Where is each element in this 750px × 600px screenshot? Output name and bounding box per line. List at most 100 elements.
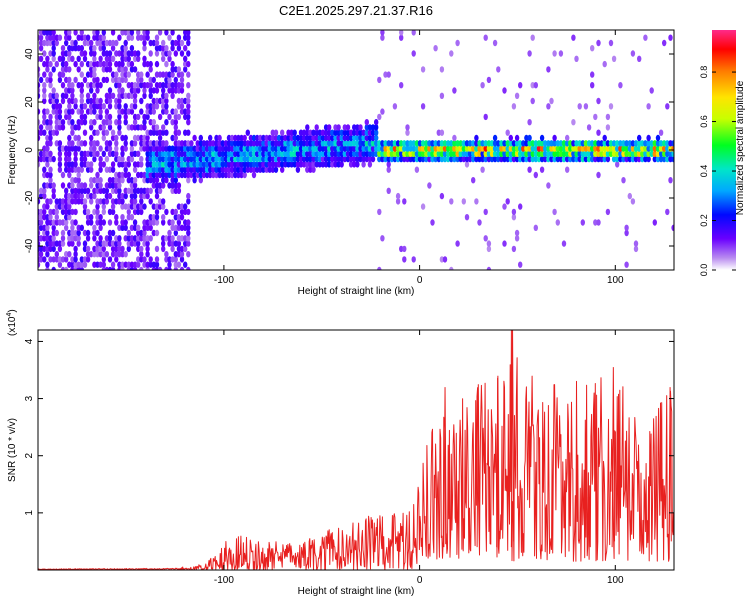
spectrogram-cell: [54, 124, 59, 131]
spectrogram-cell: [389, 145, 394, 152]
spectrogram-cell: [186, 229, 191, 237]
spectrogram-cell: [89, 219, 94, 226]
spectrogram-cell: [107, 97, 113, 105]
spectrogram-cell: [352, 155, 357, 163]
spectrogram-cell: [524, 150, 529, 157]
spectrogram-cell: [358, 129, 363, 136]
spectrogram-cell: [530, 97, 535, 105]
spectrogram-cell: [289, 150, 294, 157]
spectrogram-cell: [630, 145, 636, 152]
spectrogram-cell: [126, 155, 131, 163]
spectrogram-cell: [117, 198, 122, 205]
spectrogram-cell: [245, 150, 250, 157]
spectrogram-cell: [117, 245, 122, 253]
spectrogram-cell: [176, 235, 182, 242]
spectrogram-cell: [51, 92, 56, 100]
spectrogram-cell: [45, 240, 50, 247]
spectrogram-cell: [45, 224, 50, 231]
spectrogram-cell: [430, 150, 435, 157]
spectrogram-cell: [511, 145, 517, 152]
spectrogram-cell: [483, 155, 488, 163]
spectrogram-cell: [521, 155, 526, 163]
spectrogram-cell: [101, 161, 107, 168]
spectrogram-cell: [627, 140, 632, 147]
spectrogram-cell: [82, 198, 88, 205]
spectrogram-cell: [308, 129, 313, 136]
spectrogram-cell: [186, 240, 191, 247]
spectrogram-cell: [76, 224, 81, 231]
spectrogram-cell: [637, 140, 642, 147]
spectrogram-cell: [161, 39, 166, 47]
spectrogram-cell: [270, 161, 275, 168]
spectrogram-cell: [649, 150, 654, 157]
spectrogram-cell: [389, 155, 394, 163]
spectrogram-cell: [45, 266, 50, 270]
spectrogram-cell: [95, 60, 100, 68]
spectrogram-cell: [63, 87, 69, 94]
spectrogram-cell: [38, 150, 44, 157]
spectrogram-cell: [117, 82, 122, 89]
spectrogram-cell: [98, 45, 103, 52]
spectrogram-cell: [223, 155, 229, 163]
spectrogram-cell: [154, 87, 160, 94]
spectrogram-cell: [276, 155, 282, 163]
spectrogram-cell: [79, 45, 85, 52]
spectrogram-cell: [389, 140, 394, 147]
spectrogram-cell: [89, 103, 94, 110]
spectrogram-cell: [305, 161, 310, 168]
spectrogram-cell: [489, 140, 495, 147]
spectrogram-cell: [92, 145, 97, 152]
spectrogram-cell: [79, 224, 85, 231]
spectrogram-cell: [511, 140, 517, 147]
spectrogram-cell: [198, 145, 203, 152]
spectrogram-cell: [195, 171, 200, 179]
spectrogram-cell: [496, 145, 501, 152]
spectrogram-cell: [51, 50, 56, 57]
spectrogram-cell: [136, 113, 141, 121]
spectrogram-cell: [452, 140, 457, 147]
spectrogram-cell: [167, 150, 172, 157]
spectrogram-cell: [63, 39, 69, 47]
spectrogram-cell: [186, 145, 191, 152]
spectrogram-cell: [63, 219, 69, 226]
spectrogram-cell: [57, 145, 63, 152]
spectrogram-cell: [624, 140, 629, 147]
spectrogram-cell: [101, 203, 107, 210]
spectrogram-cell: [104, 198, 110, 205]
spectrogram-cell: [555, 155, 560, 163]
spectrogram-cell: [126, 187, 131, 194]
spectrogram-cell: [348, 140, 354, 147]
spectrogram-cell: [665, 145, 670, 152]
spectrogram-cell: [48, 150, 53, 157]
spectrogram-cell: [176, 113, 182, 121]
spectrogram-cell: [214, 166, 219, 173]
spectrogram-cell: [292, 155, 297, 163]
spectrogram-cell: [323, 145, 329, 152]
spectrogram-cell: [308, 134, 313, 142]
spectrogram-cell: [204, 166, 210, 173]
spectrogram-cell: [110, 129, 116, 136]
spectrogram-cell: [292, 161, 297, 168]
spectrogram-cell: [161, 145, 166, 152]
spectrogram-cell: [446, 140, 451, 147]
spectrogram-cell: [402, 155, 407, 163]
spectrogram-cell: [157, 45, 163, 52]
spectrogram-cell: [446, 155, 451, 163]
spectrogram-cell: [57, 166, 63, 173]
spectrogram-cell: [317, 140, 322, 147]
spectrogram-cell: [145, 103, 150, 110]
spectrogram-cell: [255, 155, 260, 163]
spectrogram-cell: [167, 161, 172, 168]
spectrogram-cell: [114, 134, 119, 142]
spectrogram-cell: [51, 155, 56, 163]
spectrogram-cell: [496, 66, 501, 73]
spectrogram-cell: [126, 203, 131, 210]
spectrogram-cell: [145, 82, 150, 89]
spectrogram-cell: [333, 140, 338, 147]
spectrogram-cell: [170, 155, 175, 163]
spectrogram-cell: [395, 140, 401, 147]
spectrogram-cell: [580, 140, 585, 147]
spectrogram-cell: [145, 150, 150, 157]
spectrogram-cell: [42, 155, 47, 163]
spectrogram-cell: [117, 187, 122, 194]
